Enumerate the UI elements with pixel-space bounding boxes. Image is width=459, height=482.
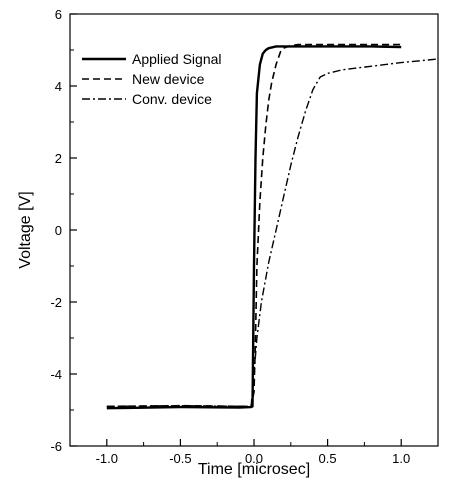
series-line-3 xyxy=(106,58,439,408)
y-axis-title: Voltage [V] xyxy=(17,191,34,268)
series-line-2 xyxy=(106,43,402,408)
y-tick-label: 4 xyxy=(55,79,62,94)
x-tick-label: -1.0 xyxy=(96,451,118,466)
y-tick-label: 6 xyxy=(55,7,62,22)
x-tick-label: 0.5 xyxy=(319,451,337,466)
series-group xyxy=(106,43,439,410)
legend: Applied Signal New device Conv. device xyxy=(82,51,222,107)
legend-label-1: Applied Signal xyxy=(132,51,222,67)
legend-label-3: Conv. device xyxy=(132,91,212,107)
y-tick-label: -4 xyxy=(50,367,62,382)
x-axis-title: Time [microsec] xyxy=(198,461,310,478)
axes: -1.0 -0.5 0.0 0.5 1.0 -6 -4 -2 0 2 4 6 xyxy=(50,7,439,466)
y-tick-label: -6 xyxy=(50,439,62,454)
x-tick-label: 0.0 xyxy=(245,451,263,466)
y-tick-label: -2 xyxy=(50,295,62,310)
legend-label-2: New device xyxy=(132,71,205,87)
y-tick-label: 2 xyxy=(55,151,62,166)
x-tick-label: 1.0 xyxy=(392,451,410,466)
x-tick-label: -0.5 xyxy=(169,451,191,466)
y-tick-label: 0 xyxy=(55,223,62,238)
series-line-1 xyxy=(106,45,402,410)
